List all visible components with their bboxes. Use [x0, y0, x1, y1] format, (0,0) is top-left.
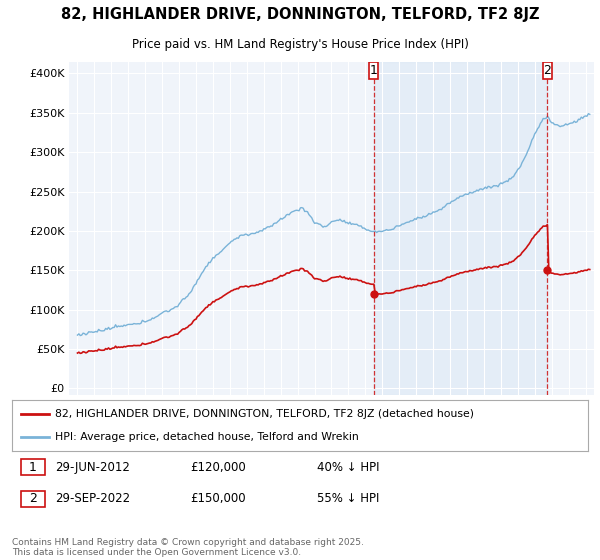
Text: HPI: Average price, detached house, Telford and Wrekin: HPI: Average price, detached house, Telf…	[55, 432, 359, 442]
Text: Price paid vs. HM Land Registry's House Price Index (HPI): Price paid vs. HM Land Registry's House …	[131, 38, 469, 50]
Text: £120,000: £120,000	[191, 461, 247, 474]
FancyBboxPatch shape	[20, 459, 45, 475]
Text: £150,000: £150,000	[191, 492, 246, 505]
Text: 1: 1	[29, 461, 37, 474]
Text: 82, HIGHLANDER DRIVE, DONNINGTON, TELFORD, TF2 8JZ: 82, HIGHLANDER DRIVE, DONNINGTON, TELFOR…	[61, 7, 539, 22]
Text: 40% ↓ HPI: 40% ↓ HPI	[317, 461, 380, 474]
FancyBboxPatch shape	[20, 491, 45, 507]
Bar	[374, 62, 547, 395]
Text: 1: 1	[370, 64, 378, 77]
Text: Contains HM Land Registry data © Crown copyright and database right 2025.
This d: Contains HM Land Registry data © Crown c…	[12, 538, 364, 557]
Text: 29-JUN-2012: 29-JUN-2012	[55, 461, 130, 474]
Text: 55% ↓ HPI: 55% ↓ HPI	[317, 492, 380, 505]
FancyBboxPatch shape	[369, 62, 379, 79]
Text: 2: 2	[29, 492, 37, 505]
Text: 29-SEP-2022: 29-SEP-2022	[55, 492, 130, 505]
Text: 2: 2	[544, 64, 551, 77]
Text: 82, HIGHLANDER DRIVE, DONNINGTON, TELFORD, TF2 8JZ (detached house): 82, HIGHLANDER DRIVE, DONNINGTON, TELFOR…	[55, 409, 474, 419]
FancyBboxPatch shape	[543, 62, 552, 79]
